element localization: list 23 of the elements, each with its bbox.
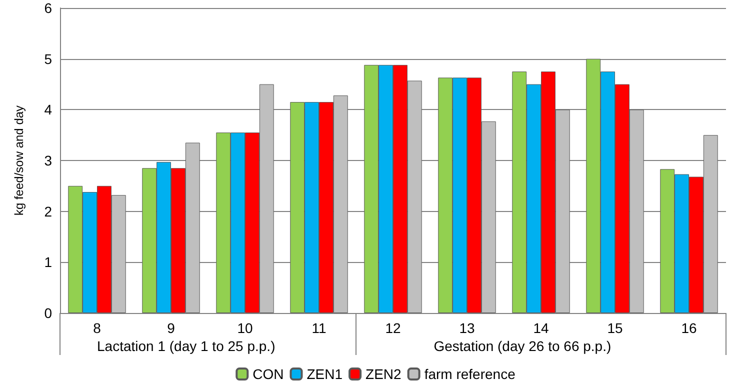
x-tick-label: 12 bbox=[385, 320, 401, 336]
x-tick-label: 10 bbox=[237, 320, 253, 336]
legend-label: farm reference bbox=[424, 366, 516, 382]
y-tick-label: 3 bbox=[44, 152, 52, 168]
x-tick-label: 8 bbox=[93, 320, 102, 336]
legend-label: ZEN2 bbox=[366, 366, 402, 382]
legend-label: ZEN1 bbox=[306, 366, 343, 382]
y-tick-label: 2 bbox=[44, 203, 52, 220]
y-axis-title: kg feed/sow and day bbox=[12, 105, 26, 216]
x-tick-label: 9 bbox=[167, 320, 176, 336]
x-tick-label: 13 bbox=[459, 320, 475, 336]
y-tick-label: 1 bbox=[44, 254, 52, 270]
x-tick-label: 15 bbox=[607, 320, 623, 336]
x-tick-label: 16 bbox=[681, 320, 697, 336]
y-tick-label: 0 bbox=[44, 305, 52, 321]
text: Lactation 1 (day 1 to 25 p.p.) bbox=[97, 338, 276, 354]
legend-label: CON bbox=[252, 366, 284, 382]
x-tick-label: 11 bbox=[312, 320, 326, 336]
y-tick-label: 6 bbox=[44, 0, 52, 16]
x-tick-label: 14 bbox=[533, 320, 549, 336]
text: Gestation (day 26 to 66 p.p.) bbox=[434, 338, 612, 354]
y-tick-label: 5 bbox=[44, 50, 52, 67]
y-tick-label: 4 bbox=[44, 102, 52, 118]
